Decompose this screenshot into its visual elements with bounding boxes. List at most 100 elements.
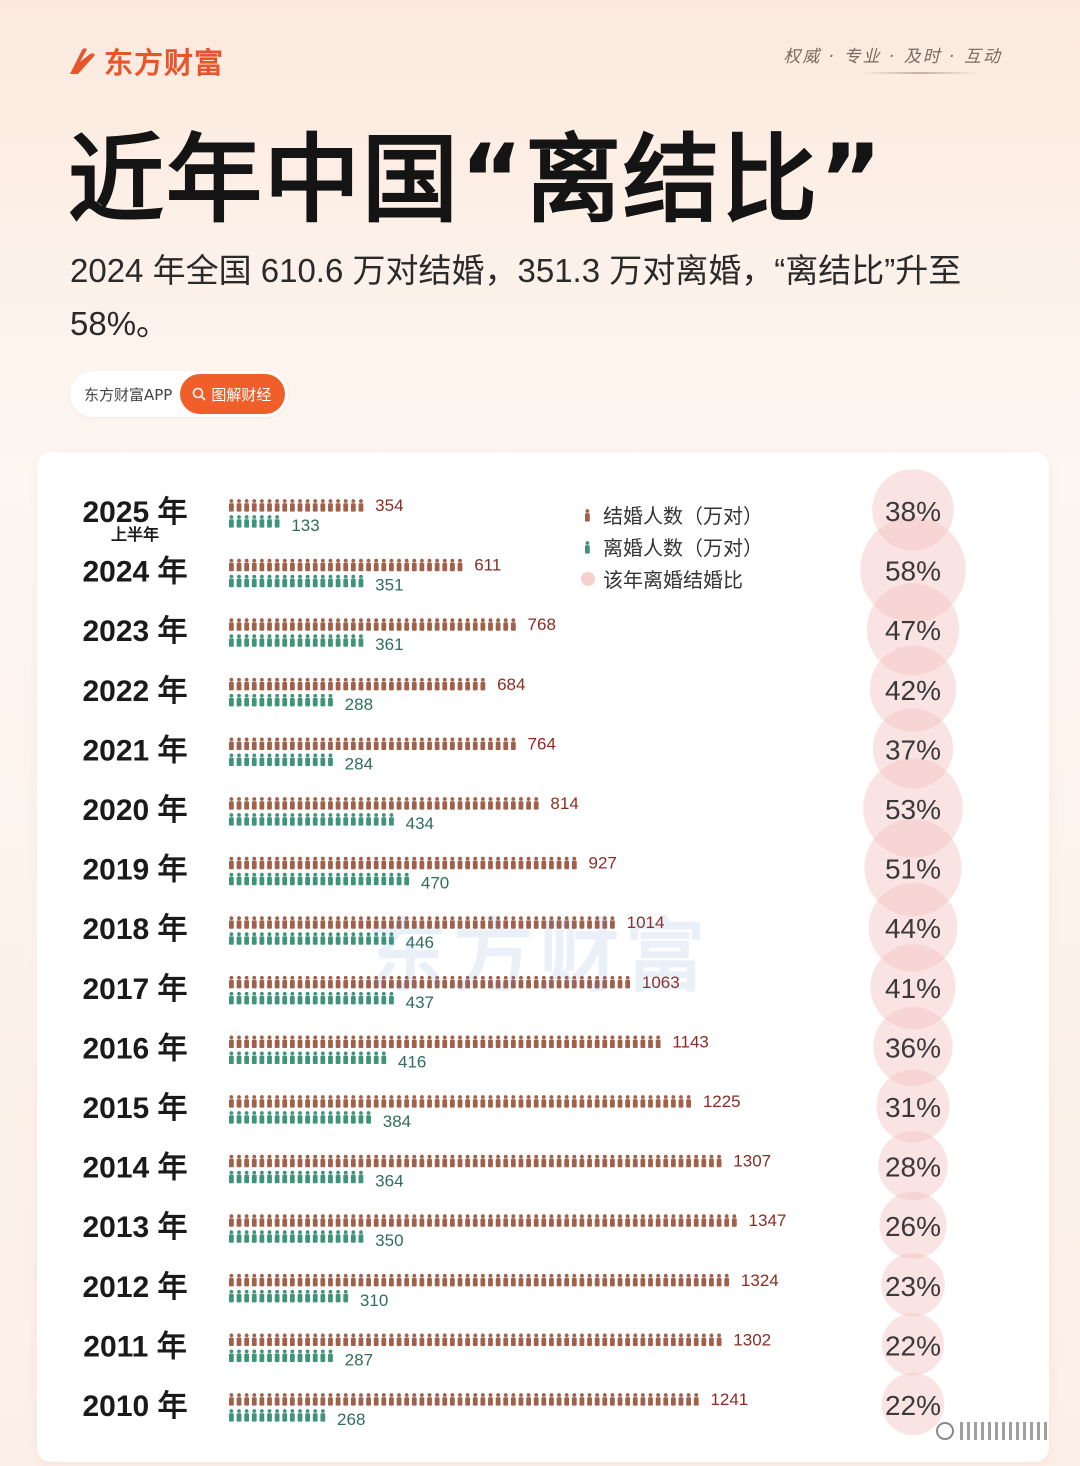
marriage-icon (518, 856, 524, 870)
divorce-icon (251, 574, 257, 588)
marriage-icon (411, 1035, 417, 1048)
divorce-icon (244, 813, 250, 826)
divorce-icon (289, 1289, 295, 1303)
brand-logo: 东方财富 (66, 40, 224, 82)
marriage-icon (320, 618, 326, 631)
marriage-icon (549, 1273, 554, 1287)
marriage-icon (610, 1035, 615, 1048)
marriage-icon (625, 1333, 631, 1346)
marriage-icon (594, 1393, 600, 1406)
marriage-icon (404, 1333, 410, 1346)
marriage-icon (282, 1095, 288, 1108)
marriage-value-label: 1143 (672, 1032, 709, 1051)
marriage-icon (648, 1214, 653, 1227)
marriage-icon (236, 618, 242, 631)
divorce-icon (251, 634, 257, 647)
year-label: 2013 年 (82, 1211, 187, 1244)
marriage-icon (503, 1393, 509, 1406)
marriage-icon (655, 1035, 661, 1048)
marriage-icon (434, 1333, 440, 1346)
marriage-icon (640, 1333, 646, 1346)
marriage-icon (518, 1095, 524, 1108)
divorce-icon (289, 1409, 295, 1422)
marriage-icon (663, 1214, 669, 1227)
marriage-icon (480, 1035, 486, 1048)
marriage-icon (518, 1273, 524, 1287)
marriage-icon (259, 856, 265, 870)
divorce-icon (343, 1111, 349, 1124)
marriage-icon (549, 975, 554, 989)
divorce-icon (305, 991, 310, 1005)
divorce-icon (289, 872, 295, 886)
marriage-icon (556, 856, 562, 870)
divorce-icon (328, 1230, 333, 1243)
marriage-icon (472, 797, 478, 810)
divorce-icon (282, 634, 288, 647)
divorce-icon (251, 1349, 257, 1362)
marriage-icon (350, 856, 356, 870)
marriage-icon (381, 856, 387, 870)
marriage-icon (541, 1154, 547, 1168)
marriage-icon (404, 797, 410, 810)
marriage-icon (556, 1333, 562, 1346)
divorce-icon (381, 813, 387, 826)
divorce-icon (305, 1170, 310, 1184)
divorce-icon (244, 1349, 250, 1362)
marriage-icon (427, 1214, 432, 1227)
marriage-icon (328, 1393, 333, 1406)
marriage-icon (411, 975, 417, 989)
divorce-icon (297, 574, 303, 588)
marriage-icon (320, 1273, 326, 1287)
marriage-icon (267, 916, 272, 929)
divorce-icon (328, 932, 333, 945)
marriage-icon (244, 1273, 250, 1287)
marriage-icon (617, 1273, 623, 1287)
divorce-icon (305, 1230, 310, 1243)
marriage-icon (236, 1393, 242, 1406)
marriage-icon (297, 1095, 303, 1108)
marriage-icon (427, 916, 432, 929)
marriage-icon (510, 1214, 516, 1227)
marriage-icon (678, 1333, 684, 1346)
marriage-icon (335, 1393, 341, 1406)
marriage-icon (701, 1333, 707, 1346)
marriage-icon (358, 499, 364, 512)
infographic-tag-label: 图解财经 (211, 385, 272, 404)
marriage-icon (320, 1154, 326, 1168)
marriage-icon (411, 1214, 417, 1227)
marriage-icon (419, 1095, 425, 1108)
marriage-icon (358, 975, 364, 989)
marriage-icon (442, 1333, 448, 1346)
marriage-icon (289, 1095, 295, 1108)
marriage-icon (587, 916, 592, 929)
marriage-icon (510, 797, 516, 810)
divorce-value-label: 350 (375, 1231, 403, 1250)
marriage-icon (350, 975, 356, 989)
marriage-icon (480, 1273, 486, 1287)
divorce-icon (328, 693, 333, 707)
marriage-icon (373, 975, 379, 989)
divorce-icon (251, 813, 257, 826)
infographic-tag-button[interactable]: 图解财经 (180, 374, 286, 414)
marriage-icon (259, 1273, 265, 1287)
marriage-icon (488, 975, 493, 989)
marriage-icon (564, 856, 570, 870)
marriage-icon (587, 1214, 592, 1227)
marriage-icon (373, 1393, 379, 1406)
marriage-icon (350, 797, 356, 810)
divorce-icon (366, 991, 371, 1005)
divorce-icon (289, 693, 295, 707)
divorce-icon (343, 634, 349, 647)
marriage-value-label: 1347 (749, 1211, 787, 1230)
marriage-icon (640, 1154, 646, 1168)
marriage-icon (594, 1095, 600, 1108)
marriage-icon (335, 975, 341, 989)
marriage-icon (503, 1035, 509, 1048)
marriage-icon (305, 618, 310, 631)
divorce-value-label: 287 (345, 1350, 373, 1369)
marriage-icon (617, 1214, 623, 1227)
divorce-icon (236, 991, 242, 1005)
divorce-icon (229, 932, 234, 945)
marriage-icon (251, 677, 257, 691)
marriage-icon (693, 1273, 699, 1287)
